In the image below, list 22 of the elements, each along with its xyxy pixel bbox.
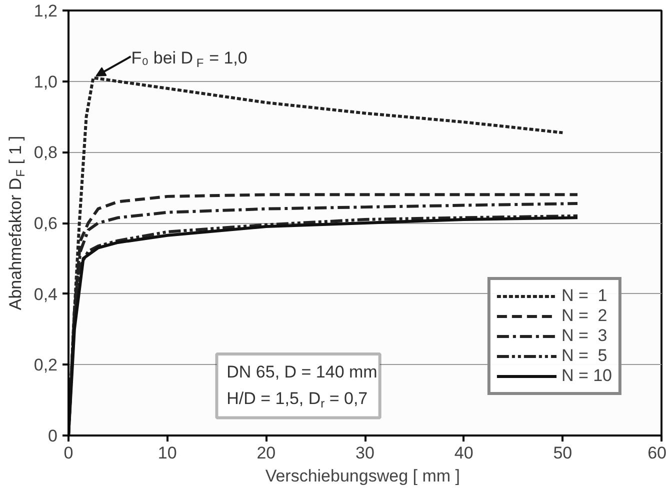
x-tick-label: 40 xyxy=(454,444,474,462)
y-axis-title: Abnahmefaktor DF [ 1 ] xyxy=(6,136,28,310)
y-tick-label: 1,2 xyxy=(34,2,58,20)
legend-label: N = 1 xyxy=(561,286,608,306)
legend-label: N = 10 xyxy=(561,366,612,386)
x-tick-label: 0 xyxy=(64,444,74,462)
x-tick-label: 10 xyxy=(158,444,177,462)
x-tick-label: 60 xyxy=(648,444,666,462)
legend-label: N = 3 xyxy=(561,326,608,346)
y-tick-label: 0,4 xyxy=(34,284,58,304)
x-tick-label: 20 xyxy=(256,444,276,462)
y-tick-label: 1,0 xyxy=(34,72,58,92)
y-tick-label: 0,8 xyxy=(34,143,58,162)
y-tick-label: 0,2 xyxy=(34,356,58,375)
y-tick-label: 0 xyxy=(48,426,58,446)
legend-label: N = 5 xyxy=(561,346,608,366)
x-tick-label: 30 xyxy=(356,444,374,462)
x-tick-label: 50 xyxy=(553,444,572,462)
annotation: DN 65, D = 140 mm xyxy=(226,362,378,382)
y-tick-label: 0,6 xyxy=(34,214,58,233)
legend-label: N = 2 xyxy=(561,306,608,326)
x-axis-title: Verschiebungsweg [ mm ] xyxy=(265,466,460,486)
